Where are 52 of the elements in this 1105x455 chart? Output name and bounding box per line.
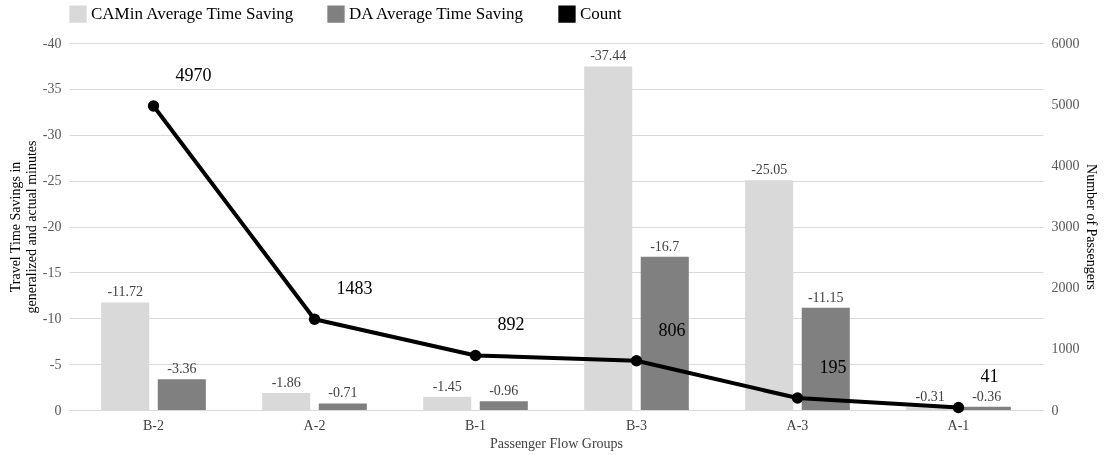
y2-tick-label: 1000 bbox=[1051, 341, 1080, 357]
data-label: 1483 bbox=[336, 278, 373, 299]
data-label: -11.72 bbox=[107, 284, 144, 300]
point bbox=[308, 313, 321, 325]
y-tick-label: -20 bbox=[42, 219, 62, 234]
data-label: -1.86 bbox=[271, 374, 301, 390]
x-tick-label: B-2 bbox=[143, 417, 165, 433]
data-label: 195 bbox=[819, 357, 847, 378]
y-tick-label: 0 bbox=[54, 402, 62, 418]
data-label: -11.15 bbox=[807, 289, 844, 305]
legend-label: Count bbox=[580, 4, 622, 24]
y2-tick-label: 4000 bbox=[1051, 157, 1080, 173]
x-axis-title: Passenger Flow Groups bbox=[490, 435, 623, 451]
y-tick-label: -5 bbox=[49, 356, 62, 372]
x-tick-label: B-1 bbox=[465, 417, 486, 433]
y2-tick-label: 5000 bbox=[1051, 96, 1080, 112]
x-tick-label: A-2 bbox=[303, 417, 326, 433]
data-label: -25.05 bbox=[751, 162, 788, 178]
data-label: -3.36 bbox=[167, 361, 197, 377]
legend-label: DA Average Time Saving bbox=[349, 4, 524, 24]
data-label: -0.31 bbox=[915, 389, 945, 405]
y2-tick-label: 0 bbox=[1051, 402, 1059, 418]
data-label: -1.45 bbox=[432, 378, 462, 394]
y-tick-label: -15 bbox=[42, 264, 62, 280]
data-label: 4970 bbox=[175, 65, 212, 85]
y2-tick-label: 2000 bbox=[1051, 280, 1080, 296]
data-label: 892 bbox=[497, 314, 525, 335]
y-tick-label: -30 bbox=[42, 127, 62, 143]
point bbox=[469, 349, 482, 362]
data-label: -37.44 bbox=[590, 48, 627, 64]
data-label: -0.71 bbox=[328, 385, 358, 401]
x-tick-label: A-3 bbox=[786, 417, 809, 433]
point bbox=[147, 100, 160, 112]
data-label: 806 bbox=[658, 319, 686, 340]
y-tick-label: -25 bbox=[42, 173, 62, 189]
y-tick-label: -10 bbox=[42, 310, 62, 326]
point bbox=[630, 355, 643, 367]
legend-label: CAMin Average Time Saving bbox=[91, 4, 294, 24]
y-axis-title: Travel Time Savings in generalized and actual minutes bbox=[7, 140, 39, 314]
point bbox=[952, 401, 965, 414]
x-tick-label: B-3 bbox=[626, 417, 647, 433]
data-label: -16.7 bbox=[650, 238, 680, 254]
point bbox=[791, 392, 804, 404]
data-label: 41 bbox=[980, 366, 999, 387]
data-label: -0.96 bbox=[489, 383, 519, 399]
y-tick-label: -35 bbox=[42, 81, 62, 97]
y2-tick-label: 3000 bbox=[1051, 219, 1080, 234]
x-tick-label: A-1 bbox=[947, 417, 970, 433]
y2-axis-title: Number of Passengers bbox=[1083, 164, 1099, 290]
data-label: -0.36 bbox=[972, 388, 1002, 404]
y-tick-label: -40 bbox=[42, 35, 62, 51]
y2-tick-label: 6000 bbox=[1051, 35, 1080, 51]
